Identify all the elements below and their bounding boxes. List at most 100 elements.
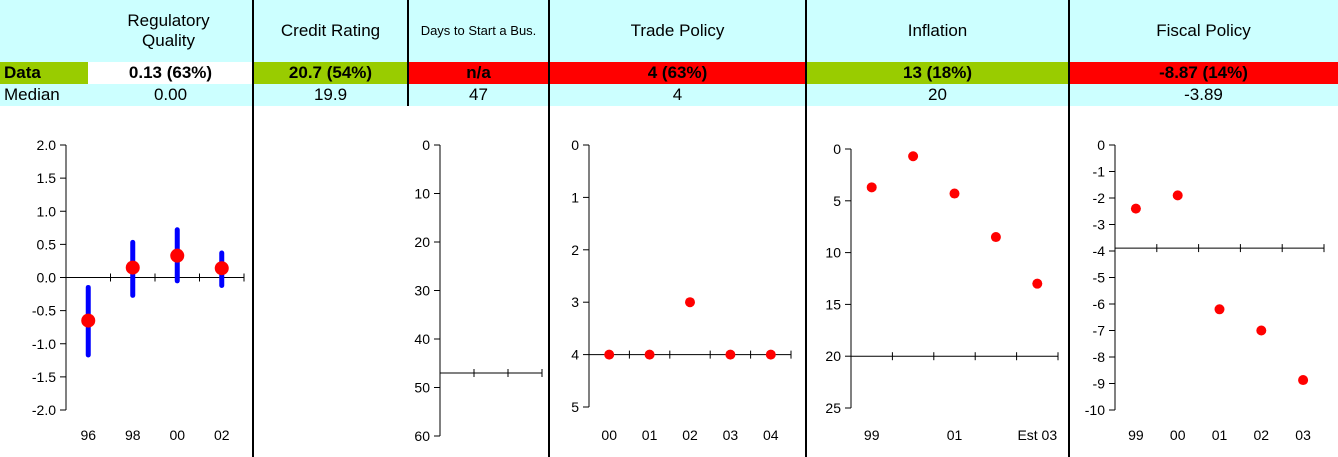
y-tick-label: 2.0 (37, 137, 57, 153)
y-tick-label: 0.0 (37, 270, 57, 286)
data-value-cell: 0.13 (63%) (88, 62, 253, 84)
y-tick-label: 1 (571, 189, 579, 205)
median-row: 20 (806, 84, 1069, 106)
y-tick-label: 20 (825, 348, 841, 364)
panel-title-text: Regulatory Quality (104, 11, 234, 51)
x-tick-label: 01 (1212, 427, 1228, 443)
y-tick-label: -3 (1093, 217, 1106, 233)
panel-trade-policy: Trade Policy 4 (63%) 4 0 1 2 3 4 5 00 01 02 03 04 (549, 0, 806, 457)
panel-title: Regulatory Quality (84, 0, 253, 62)
panel-days-to-start: Days to Start a Bus. n/a 47 0 10 20 30 40 50 6… (408, 0, 549, 457)
median-row: 19.9 (253, 84, 408, 106)
y-tick-label: 0 (422, 137, 430, 153)
x-tick-label: 00 (601, 427, 617, 443)
median-value-cell: -3.89 (1069, 84, 1338, 106)
y-tick-label: -4 (1093, 243, 1106, 259)
y-tick-label: -1.5 (32, 369, 56, 385)
panel-fiscal-policy: Fiscal Policy -8.87 (14%) -3.89 0 -1 -2 -3 -… (1069, 0, 1338, 457)
data-point (81, 314, 95, 328)
y-tick-label: 10 (414, 186, 430, 202)
x-tick-label: 01 (947, 427, 963, 443)
y-tick-label: 0 (571, 137, 579, 153)
x-tick-label: 01 (642, 427, 658, 443)
column-divider (805, 0, 807, 457)
median-value-cell: 20 (806, 84, 1069, 106)
data-point (170, 249, 184, 263)
median-value-cell: 4 (549, 84, 806, 106)
data-point (950, 189, 960, 199)
median-row-label: Median (0, 84, 88, 106)
column-divider (252, 0, 254, 457)
data-point (725, 350, 735, 360)
y-tick-label: -5 (1093, 270, 1106, 286)
x-tick-label: 04 (763, 427, 779, 443)
data-row-label: Data (0, 62, 88, 84)
y-tick-label: -1 (1093, 164, 1106, 180)
data-point (766, 350, 776, 360)
median-row: Median 0.00 (0, 84, 253, 106)
x-tick-label: 99 (864, 427, 880, 443)
x-tick-label: 00 (169, 427, 185, 443)
x-tick-label: 02 (682, 427, 698, 443)
data-point (215, 261, 229, 275)
y-tick-label: -6 (1093, 296, 1106, 312)
y-tick-label: 4 (571, 347, 579, 363)
data-row: -8.87 (14%) (1069, 62, 1338, 84)
header-blank (0, 0, 84, 62)
y-tick-label: 15 (825, 296, 841, 312)
column-divider (548, 0, 550, 457)
panel-title: Fiscal Policy (1069, 0, 1338, 62)
data-point (685, 297, 695, 307)
y-tick-label: 0 (833, 141, 841, 157)
x-tick-label: 96 (80, 427, 96, 443)
y-tick-label: 50 (414, 380, 430, 396)
x-tick-label: 00 (1170, 427, 1186, 443)
median-row: 47 (408, 84, 549, 106)
panel-credit-rating: Credit Rating 20.7 (54%) 19.9 (253, 0, 408, 457)
data-row: n/a (408, 62, 549, 84)
x-tick-label: Est 03 (1017, 427, 1057, 443)
x-tick-label: 99 (1128, 427, 1144, 443)
data-value-cell: 4 (63%) (549, 62, 806, 84)
y-tick-label: 5 (833, 193, 841, 209)
median-value-cell: 0.00 (88, 84, 253, 106)
data-point (1215, 304, 1225, 314)
y-tick-label: -1.0 (32, 336, 56, 352)
y-tick-label: 25 (825, 400, 841, 416)
median-value-cell: 47 (408, 84, 549, 106)
data-point (645, 350, 655, 360)
x-tick-label: 02 (1254, 427, 1270, 443)
data-point (1131, 204, 1141, 214)
data-point (1032, 279, 1042, 289)
panel-title-text: Days to Start a Bus. (419, 22, 539, 40)
median-row: 4 (549, 84, 806, 106)
y-tick-label: 0 (1097, 137, 1105, 153)
data-point (908, 151, 918, 161)
data-point (1298, 375, 1308, 385)
y-tick-label: 40 (414, 331, 430, 347)
data-row: 13 (18%) (806, 62, 1069, 84)
y-tick-label: -2 (1093, 190, 1106, 206)
panel-title: Trade Policy (549, 0, 806, 62)
y-tick-label: -0.5 (32, 303, 56, 319)
y-tick-label: 1.5 (37, 170, 57, 186)
data-point (991, 232, 1001, 242)
data-point (604, 350, 614, 360)
chart-days-to-start: 0 10 20 30 40 50 60 (408, 118, 549, 457)
data-row: 4 (63%) (549, 62, 806, 84)
data-value-cell: 13 (18%) (806, 62, 1069, 84)
y-tick-label: 20 (414, 234, 430, 250)
data-point (1173, 190, 1183, 200)
data-row: 0.13 (63%) (88, 62, 253, 84)
column-divider (407, 0, 409, 106)
y-tick-label: 5 (571, 399, 579, 415)
data-point (126, 261, 140, 275)
data-point (867, 182, 877, 192)
x-tick-label: 02 (214, 427, 230, 443)
data-value-cell: 20.7 (54%) (253, 62, 408, 84)
chart-inflation: 0 5 10 15 20 25 99 01 Est 03 (806, 118, 1069, 457)
y-tick-label: -9 (1093, 376, 1106, 392)
y-tick-label: 60 (414, 428, 430, 444)
y-tick-label: -2.0 (32, 402, 56, 418)
